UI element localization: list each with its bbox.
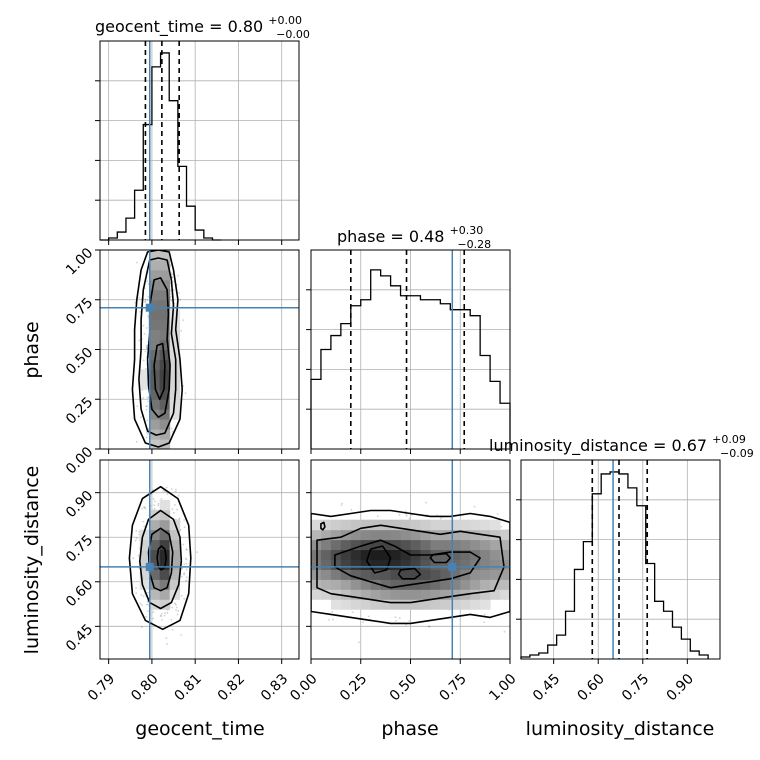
panel-phase-vs-luminosity-distance-contour-0: [311, 509, 510, 625]
xtick-label: 1.00: [486, 671, 519, 704]
xtick-label: 0.83: [258, 671, 291, 704]
title-luminosity-distance-sup: +0.09: [712, 433, 746, 446]
title-geocent-time-label: geocent_time = 0.80: [95, 17, 263, 37]
ylabel-phase: phase: [21, 321, 43, 378]
xtick-label: 0.25: [337, 671, 370, 704]
hist-phase-step: [310, 269, 511, 449]
ytick-label: 0.00: [63, 444, 96, 477]
panel-phase-vs-luminosity-distance: 0.00 0.25 0.50 0.75 1.00: [287, 459, 520, 704]
panel-geocent-time-vs-luminosity-distance-truth-marker: [145, 562, 154, 571]
hist-phase: [306, 249, 511, 454]
panel-geocent-time-vs-luminosity-distance-contour-1: [139, 509, 183, 610]
title-geocent-time-sub: −0.00: [276, 28, 310, 41]
title-phase: phase = 0.48 +0.30 −0.28: [337, 219, 491, 251]
xtick-label: 0.75: [437, 671, 470, 704]
ytick-label: 1.00: [63, 245, 96, 278]
ytick-label: 0.50: [63, 345, 96, 378]
xtick-label: 0.75: [619, 671, 652, 704]
panel-geocent-time-vs-phase-truth-marker: [145, 303, 154, 312]
panel-geocent-time-vs-luminosity-distance-frame: [99, 459, 300, 660]
panel-geocent-time-vs-phase-contour-0: [131, 250, 183, 448]
panel-geocent-time-vs-luminosity-distance-contour-0: [128, 485, 192, 631]
xlabel-phase: phase: [381, 718, 438, 740]
panel-phase-vs-luminosity-distance-contour-5: [429, 552, 452, 564]
xtick-label: 0.80: [128, 671, 161, 704]
title-luminosity-distance-sub: −0.09: [720, 447, 754, 460]
xtick-label: 0.60: [575, 671, 608, 704]
panel-phase-vs-luminosity-distance-truth-marker: [448, 562, 457, 571]
xtick-label: 0.81: [171, 671, 204, 704]
panel-phase-vs-luminosity-distance-contours: [311, 509, 510, 625]
hist-geocent-time: [95, 40, 300, 245]
ylabel-luminosity-distance: luminosity_distance: [21, 466, 43, 655]
title-luminosity-distance: luminosity_distance = 0.67 +0.09 −0.09: [489, 428, 754, 460]
ytick-label: 0.25: [63, 394, 96, 427]
xtick-label: 0.82: [215, 671, 248, 704]
xtick-label: 0.90: [664, 671, 697, 704]
title-phase-sup: +0.30: [450, 224, 484, 237]
hist-geocent-time-step: [100, 52, 222, 241]
title-phase-label: phase = 0.48: [337, 227, 444, 246]
ytick-label: 0.90: [63, 488, 96, 521]
xtick-label: 0.79: [85, 671, 118, 704]
panel-phase-vs-luminosity-distance-density: [311, 519, 510, 610]
panel-geocent-time-vs-luminosity-distance-contour-3: [156, 545, 167, 571]
ytick-label: 0.75: [63, 532, 96, 565]
panel-phase-vs-luminosity-distance-contour-2: [334, 539, 481, 589]
panel-geocent-time-vs-luminosity-distance: 0.79 0.80 0.81 0.82 0.83 0.45 0.60 0.75 0.90: [63, 459, 300, 704]
hist-luminosity-distance: 0.45 0.60 0.75 0.90: [516, 459, 721, 704]
panel-phase-vs-luminosity-distance-contour-3: [365, 545, 392, 574]
panel-geocent-time-vs-phase-contour-1: [138, 257, 177, 436]
xlabel-geocent-time: geocent_time: [135, 718, 264, 740]
title-phase-sub: −0.28: [457, 238, 491, 251]
xlabel-luminosity-distance: luminosity_distance: [526, 718, 715, 740]
ytick-label: 0.45: [63, 621, 96, 654]
panel-phase-vs-luminosity-distance-contour-4: [397, 567, 422, 580]
ytick-label: 0.60: [63, 577, 96, 610]
title-geocent-time: geocent_time = 0.80 +0.00 −0.00: [95, 9, 310, 41]
xtick-label: 0.00: [287, 671, 320, 704]
xtick-label: 0.50: [387, 671, 420, 704]
xtick-label: 0.45: [530, 671, 563, 704]
ytick-label: 0.75: [63, 295, 96, 328]
hist-geocent-time-frame: [99, 40, 300, 241]
panel-geocent-time-vs-phase-contour-3: [153, 342, 166, 401]
title-luminosity-distance-label: luminosity_distance = 0.67: [489, 436, 707, 456]
panel-phase-vs-luminosity-distance-contour-1: [316, 524, 505, 604]
panel-phase-vs-luminosity-distance-contour-6: [320, 521, 326, 531]
hist-luminosity-distance-frame: [520, 459, 721, 660]
title-geocent-time-sup: +0.00: [268, 14, 302, 27]
hist-luminosity-distance-step: [520, 471, 709, 659]
